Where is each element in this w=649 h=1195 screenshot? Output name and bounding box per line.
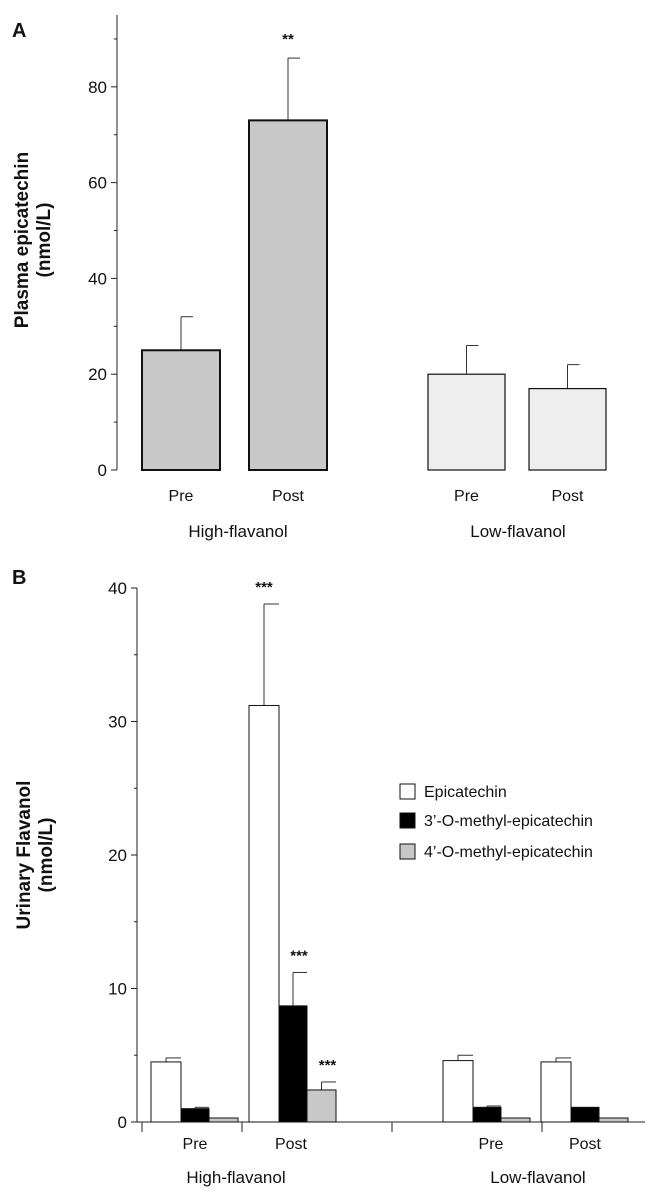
- panel-b-category-label: Post: [569, 1136, 602, 1153]
- panel-b-bar-epicatechin: [442, 1060, 474, 1123]
- legend-swatch-4-o-methyl-epicatechin: [399, 843, 416, 860]
- panel-a-y-tick-label: 80: [88, 78, 107, 97]
- panel-b-group-label: Low-flavanol: [490, 1168, 585, 1187]
- panel-b-bar-4-o-methyl-epicatechin: [306, 1089, 337, 1123]
- panel-a-y-tick-label: 0: [98, 461, 107, 480]
- legend-swatch-epicatechin: [399, 783, 416, 800]
- panel-b-significance: ***: [290, 947, 308, 964]
- panel-a-bar: [528, 387, 607, 471]
- panel-a-ylabel-line1: Plasma epicatechin: [12, 152, 33, 328]
- panel-b-ylabel-line1: Urinary Flavanol: [14, 781, 35, 930]
- panel-b-y-tick-label: 40: [108, 579, 127, 598]
- panel-b-bar-epicatechin: [150, 1061, 182, 1123]
- legend-label-epicatechin: Epicatechin: [424, 784, 507, 801]
- panel-b-bar-epicatechin: [540, 1061, 572, 1123]
- panel-b-bar-3-o-methyl-epicatechin: [570, 1106, 600, 1123]
- panel-b: B 0 10 20 30 40 Urinary Flavanol (nmol/L) *** ***…: [12, 567, 645, 1187]
- panel-a-bar: [248, 119, 328, 472]
- panel-b-category-label: Pre: [479, 1136, 504, 1153]
- panel-a-category-label: Pre: [169, 488, 194, 505]
- panel-b-y-tick-label: 0: [118, 1113, 127, 1132]
- panel-a: A 0 20 40 60 80 Plasma epicatechin (nmol/L) ** Pr…: [12, 15, 607, 541]
- panel-a-bar: [141, 349, 221, 471]
- panel-b-bar-3-o-methyl-epicatechin: [472, 1106, 502, 1123]
- panel-a-significance: **: [282, 31, 294, 48]
- panel-b-bar-4-o-methyl-epicatechin: [500, 1117, 531, 1123]
- panel-a-category-label: Pre: [454, 488, 479, 505]
- panel-b-ylabel: Urinary Flavanol (nmol/L): [14, 781, 57, 930]
- panel-b-bar-3-o-methyl-epicatechin: [278, 1005, 308, 1123]
- panel-a-letter: A: [12, 20, 26, 42]
- legend-label-3-o-methyl-epicatechin: 3’-O-methyl-epicatechin: [424, 813, 593, 830]
- panel-b-y-tick-label: 20: [108, 846, 127, 865]
- panel-b-ylabel-line2: (nmol/L): [36, 818, 57, 893]
- legend-swatch-3-o-methyl-epicatechin: [399, 812, 416, 829]
- panel-a-group-label: High-flavanol: [188, 522, 287, 541]
- panel-b-significance: ***: [319, 1057, 337, 1074]
- panel-b-bar-3-o-methyl-epicatechin: [180, 1108, 210, 1123]
- panel-b-y-tick-label: 30: [108, 713, 127, 732]
- panel-b-category-label: Pre: [183, 1136, 208, 1153]
- panel-b-bar-epicatechin: [248, 704, 280, 1123]
- panel-b-group-label: High-flavanol: [186, 1168, 285, 1187]
- panel-a-y-tick-label: 20: [88, 365, 107, 384]
- panel-a-category-label: Post: [272, 488, 305, 505]
- panel-a-ylabel: Plasma epicatechin (nmol/L): [12, 152, 55, 328]
- panel-b-bar-4-o-methyl-epicatechin: [598, 1117, 629, 1123]
- panel-b-y-tick-label: 10: [108, 980, 127, 999]
- panel-a-group-label: Low-flavanol: [470, 522, 565, 541]
- legend-label-4-o-methyl-epicatechin: 4’-O-methyl-epicatechin: [424, 844, 593, 861]
- panel-b-letter: B: [12, 567, 26, 589]
- panel-a-category-label: Post: [551, 488, 584, 505]
- panel-b-legend: Epicatechin 3’-O-methyl-epicatechin 4’-O-m…: [399, 783, 593, 861]
- panel-b-bar-4-o-methyl-epicatechin: [208, 1117, 239, 1123]
- panel-b-category-label: Post: [275, 1136, 308, 1153]
- panel-a-y-tick-label: 60: [88, 174, 107, 193]
- panel-a-bar: [427, 373, 506, 471]
- panel-a-y-tick-label: 40: [88, 269, 107, 288]
- panel-b-significance: ***: [255, 579, 273, 596]
- panel-a-ylabel-line2: (nmol/L): [34, 203, 55, 278]
